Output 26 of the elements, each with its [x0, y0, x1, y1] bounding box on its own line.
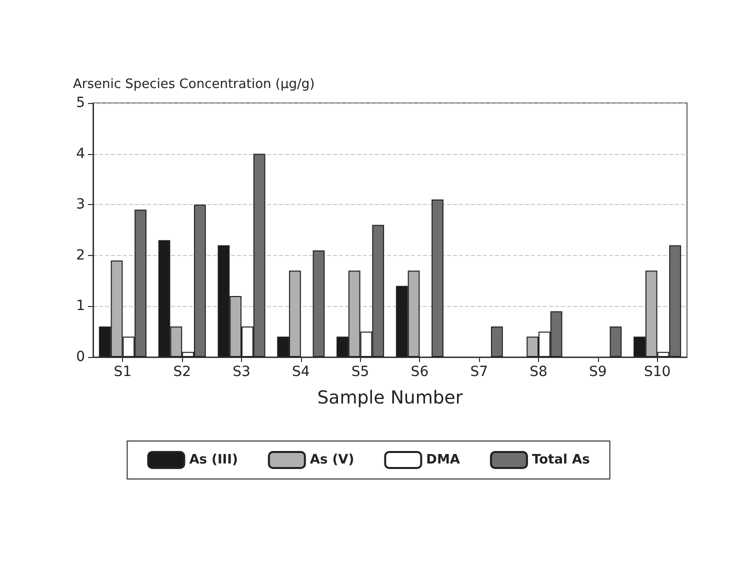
y-tick-label: 4 [76, 146, 86, 162]
x-axis-title: Sample Number [317, 388, 464, 408]
y-tick-label: 3 [76, 196, 85, 213]
x-tick-label: S5 [351, 364, 370, 380]
bar [610, 326, 622, 357]
x-tick-label: S3 [232, 364, 250, 380]
x-tick-label: S4 [292, 364, 310, 380]
x-tick-label: S10 [644, 364, 671, 380]
bar [490, 326, 503, 357]
legend-label: As (III) [189, 452, 238, 468]
y-tick-label: 5 [76, 95, 85, 111]
x-tick-label: S8 [530, 364, 548, 380]
y-tick-label: 1 [76, 298, 85, 314]
legend-label: DMA [426, 452, 460, 468]
legend-label: As (V) [310, 452, 354, 468]
y-axis-title: Arsenic Species Concentration (μg/g) [73, 77, 315, 92]
y-tick-label: 2 [76, 247, 85, 264]
x-tick-label: S2 [173, 364, 191, 380]
legend-label: Total As [532, 452, 590, 468]
x-tick-label: S7 [470, 364, 488, 380]
y-tick-label: 0 [76, 349, 85, 365]
x-tick-label: S1 [114, 364, 132, 380]
bar [312, 250, 325, 357]
x-tick-label: S6 [410, 364, 429, 380]
x-tick-label: S9 [589, 364, 607, 380]
bar [432, 200, 444, 357]
